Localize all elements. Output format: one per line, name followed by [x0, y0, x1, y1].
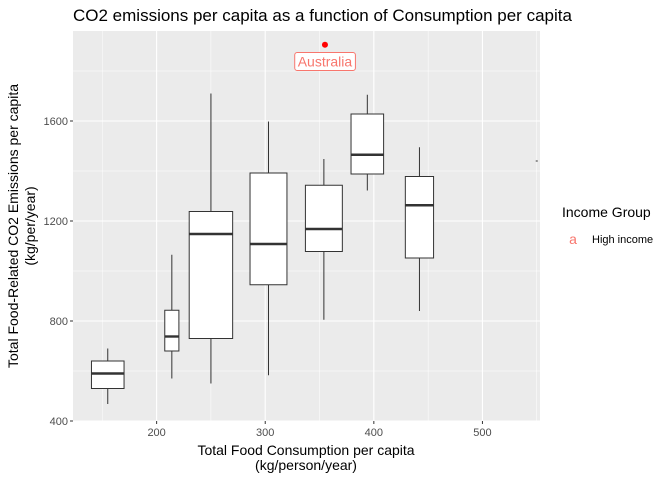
- boxplots: [90, 93, 435, 404]
- x-axis: 200 300 400 500: [147, 421, 492, 439]
- legend-key: a: [569, 231, 577, 247]
- y-axis-title-line1: Total Food-Related CO2 Emissions per cap…: [5, 84, 21, 368]
- box-iqr: [304, 184, 343, 252]
- box-iqr: [90, 360, 125, 389]
- y-axis-title-line2: (kg/per/year): [22, 186, 38, 265]
- boxplot: [304, 159, 343, 320]
- boxplot: [350, 94, 385, 191]
- annotation-box: [294, 52, 356, 71]
- box-iqr: [249, 172, 288, 286]
- y-tick-label: 400: [50, 416, 68, 428]
- x-tick-label: 200: [147, 427, 165, 439]
- legend-title: Income Group: [562, 204, 651, 220]
- x-tick-label: 300: [256, 427, 274, 439]
- x-tick-label: 400: [365, 427, 383, 439]
- boxplot: [164, 254, 180, 379]
- chart-title: CO2 emissions per capita as a function o…: [73, 6, 572, 25]
- y-tick-label: 1600: [44, 116, 68, 128]
- y-axis: 400 800 1200 1600: [44, 116, 73, 428]
- points: [321, 41, 538, 162]
- box-iqr: [164, 309, 180, 352]
- legend: Income Group a High income: [562, 204, 653, 247]
- legend-label: High income: [592, 234, 653, 246]
- y-tick-label: 800: [50, 316, 68, 328]
- x-tick-label: 500: [473, 427, 491, 439]
- highlight-point: [321, 41, 328, 48]
- box-iqr: [404, 176, 435, 259]
- y-tick-label: 1200: [44, 216, 68, 228]
- x-axis-title-line1: Total Food Consumption per capita: [197, 442, 414, 458]
- box-iqr: [350, 113, 385, 175]
- boxplot: [404, 147, 435, 311]
- annotation: Australia: [294, 52, 356, 71]
- x-axis-title-line2: (kg/person/year): [255, 457, 357, 473]
- boxplot: [90, 348, 125, 404]
- annotation-label: Australia: [298, 54, 353, 70]
- box-iqr: [188, 211, 234, 339]
- boxplot: [188, 93, 234, 384]
- boxplot: [249, 121, 288, 376]
